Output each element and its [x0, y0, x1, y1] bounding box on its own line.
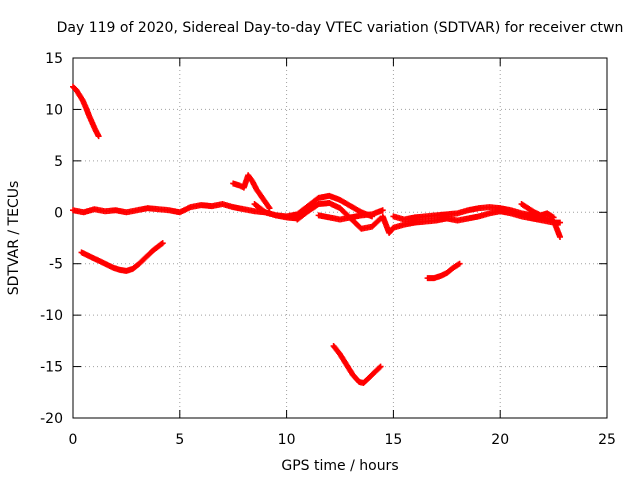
- data-point: [550, 214, 557, 221]
- y-tick-label: 0: [54, 205, 63, 221]
- series-arc-8: [330, 343, 384, 387]
- data-point: [557, 233, 564, 240]
- series-arc-3: [70, 201, 301, 222]
- data-point: [159, 240, 166, 247]
- plot-frame: [72, 57, 608, 419]
- data-point: [266, 205, 273, 212]
- data-point: [95, 133, 102, 140]
- y-tick-label: -10: [40, 308, 63, 324]
- y-axis-label: SDTVAR / TECUs: [6, 181, 22, 296]
- data-points: [70, 83, 564, 387]
- data-point: [557, 219, 564, 226]
- axis-ticks: [72, 57, 608, 419]
- data-point: [379, 207, 386, 214]
- series-arc-2: [78, 240, 166, 274]
- y-tick-label: 10: [45, 102, 63, 118]
- x-tick-label: 20: [491, 432, 509, 448]
- series-arc-12: [424, 260, 463, 282]
- x-tick-label: 25: [598, 432, 616, 448]
- y-tick-label: 15: [45, 51, 63, 67]
- x-tick-label: 0: [69, 432, 78, 448]
- series-arc-1: [70, 83, 102, 140]
- data-point: [456, 260, 463, 267]
- x-tick-label: 10: [278, 432, 296, 448]
- x-axis-label: GPS time / hours: [281, 458, 398, 474]
- series-arc-9: [379, 208, 564, 236]
- grid: [73, 58, 607, 418]
- chart-title: Day 119 of 2020, Sidereal Day-to-day VTE…: [57, 20, 624, 36]
- x-tick-label: 15: [384, 432, 402, 448]
- series-arc-11: [518, 201, 557, 221]
- data-point: [376, 364, 383, 371]
- y-tick-label: -20: [40, 411, 63, 427]
- data-point: [377, 363, 384, 370]
- y-tick-label: -15: [40, 360, 63, 376]
- series-arc-4: [230, 172, 273, 212]
- tick-labels: 0 5 10 15 20 25 15 10 5 0 -5 -10 -15 -20: [40, 51, 616, 448]
- y-tick-label: 5: [54, 154, 63, 170]
- series-arc-7: [315, 207, 386, 223]
- y-tick-label: -5: [49, 257, 63, 273]
- x-tick-label: 5: [175, 432, 184, 448]
